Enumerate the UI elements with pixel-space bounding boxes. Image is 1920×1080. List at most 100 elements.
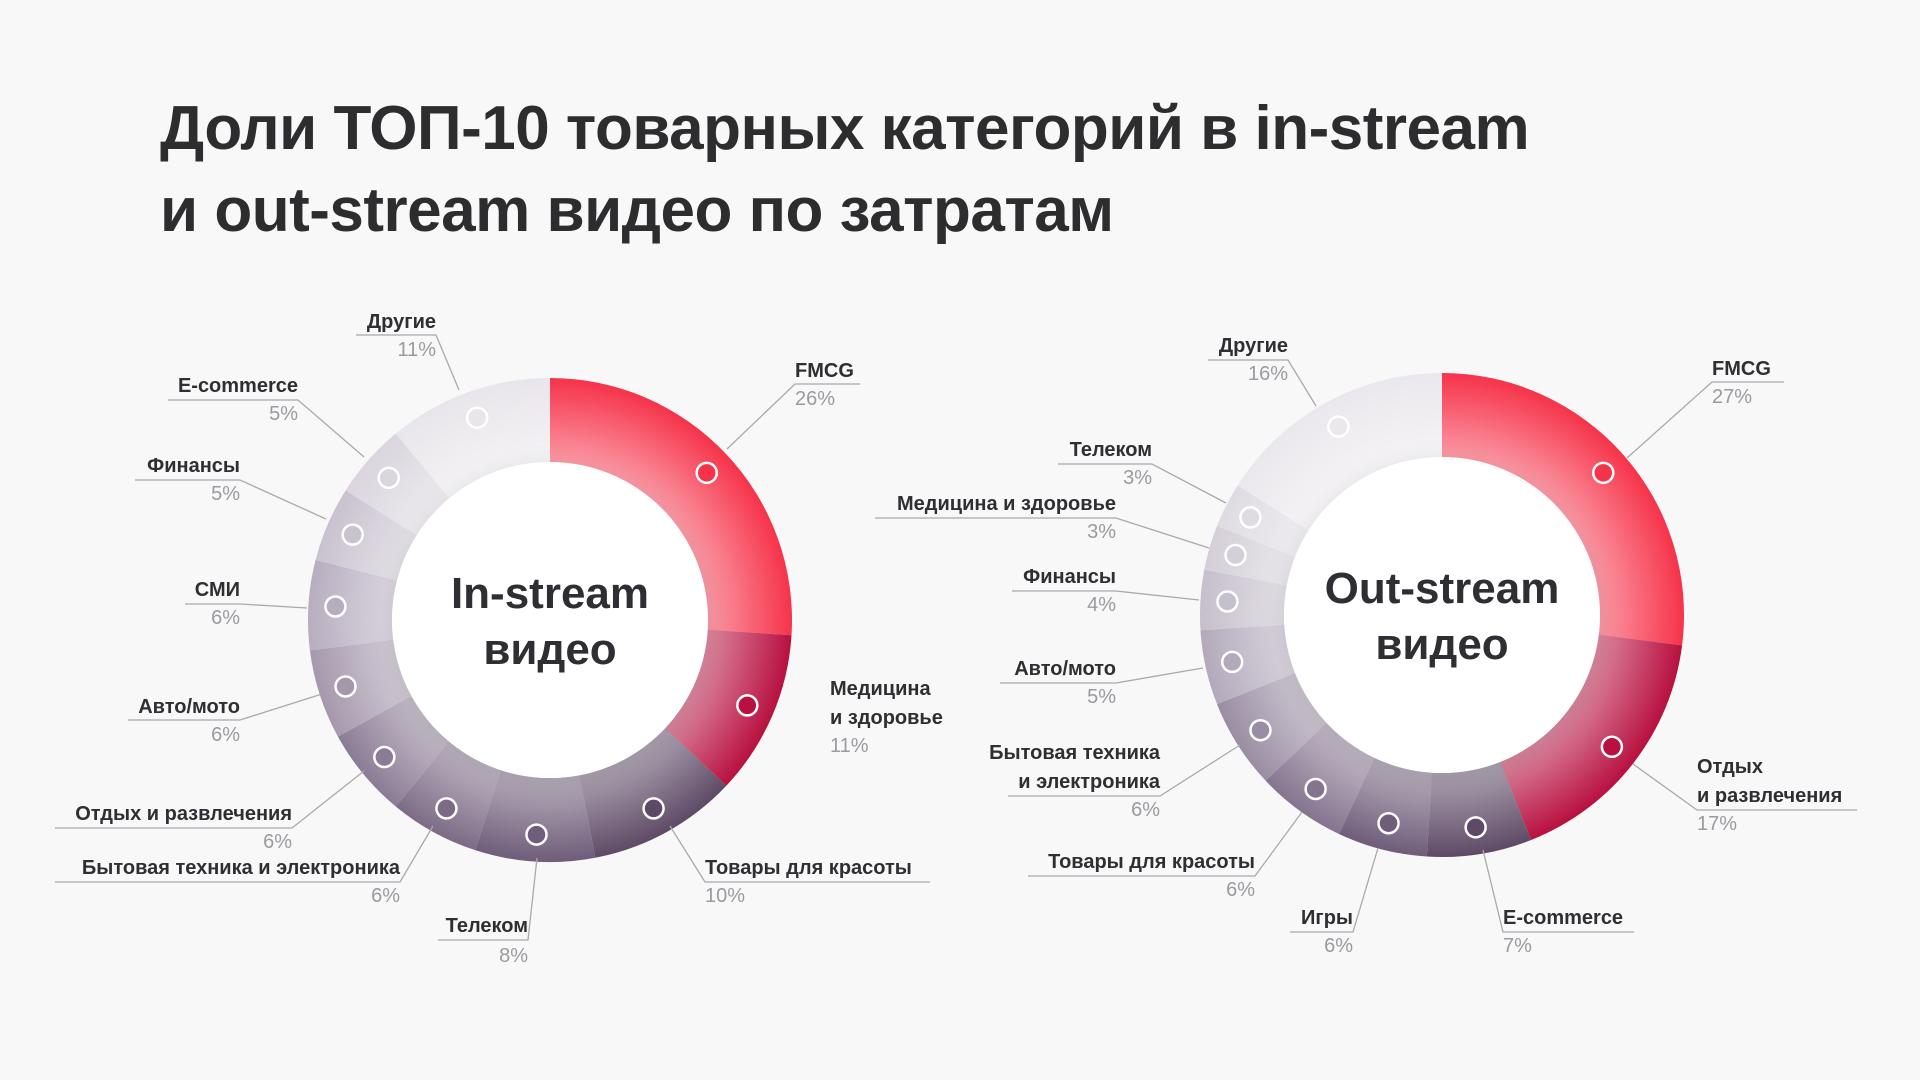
donut-slice-shade (1426, 761, 1532, 857)
slice-label: Медицина и здоровье (897, 493, 1116, 515)
slice-marker (377, 466, 400, 490)
leader-line (1482, 849, 1634, 933)
donut-slice-shade (579, 728, 727, 858)
leader-line (1626, 381, 1784, 459)
slice-marker (525, 823, 548, 846)
donut-slice-shade (315, 490, 417, 581)
slice-marker (1224, 543, 1247, 567)
slice-label: Товары для красоты (705, 857, 912, 879)
donut-center (1284, 457, 1600, 773)
donut-slice-shade (309, 639, 412, 737)
leader-line (1290, 847, 1379, 933)
leader-line (669, 825, 930, 883)
donut-slice-shade (1216, 673, 1327, 781)
donut-slice-shade (395, 741, 502, 851)
slice-marker (373, 745, 396, 769)
leader-line (1208, 359, 1317, 407)
slice-label: Финансы (147, 455, 240, 477)
slice-label: Телеком (446, 915, 528, 937)
slice-value-label: 6% (211, 607, 240, 629)
slice-value-label: 6% (1324, 935, 1353, 957)
slice-value-label: 27% (1712, 386, 1752, 408)
slice-marker (341, 523, 364, 546)
leader-line (1058, 463, 1227, 504)
slice-marker (736, 694, 759, 717)
leader-line (1012, 590, 1200, 601)
slice-label: СМИ (195, 579, 240, 601)
donut-slice-shade (1442, 373, 1685, 646)
slice-marker (1249, 718, 1272, 742)
slice-value-label: 6% (371, 885, 400, 907)
slice-marker (1600, 735, 1624, 759)
leader-line (55, 825, 434, 883)
slice-marker (1377, 811, 1400, 835)
slice-label: Финансы (1023, 566, 1116, 588)
leader-line (1000, 667, 1204, 684)
page-title-line-1: Доли ТОП-10 товарных категорий в in-stre… (160, 94, 1530, 163)
leader-line (1028, 811, 1303, 877)
slice-marker (1304, 777, 1327, 801)
slice-value-label: 3% (1087, 521, 1116, 543)
slice-label: FMCG (1712, 358, 1771, 380)
slice-marker (1327, 415, 1350, 438)
leader-line (438, 857, 538, 941)
donut-slice-shade (1338, 757, 1433, 857)
donut-chart-2: FMCG 27% Отдых и развлечения 17% E-commerce 7%… (875, 335, 1857, 957)
slice-label: Бытовая техника и электроника (82, 857, 401, 879)
slice-label: Телеком (1070, 439, 1152, 461)
leader-line (1008, 744, 1241, 797)
slice-label: Медицина и здоровье (830, 678, 943, 729)
slice-marker (1239, 506, 1262, 529)
donut-slice-shade (1216, 485, 1309, 557)
slice-label: Отдых и развлечения (75, 803, 292, 825)
slice-value-label: 5% (211, 483, 240, 505)
slice-value-label: 5% (1087, 686, 1116, 708)
slice-value-label: 11% (397, 339, 436, 361)
slice-value-label: 6% (263, 831, 292, 853)
leader-line (135, 479, 327, 520)
slice-value-label: 16% (1248, 363, 1288, 385)
slice-value-label: 4% (1087, 594, 1116, 616)
donut-slice-shade (665, 629, 792, 786)
slice-marker (1592, 461, 1615, 485)
donut-slice-shade (1200, 624, 1296, 705)
leader-line (1632, 763, 1857, 811)
slice-value-label: 8% (499, 945, 528, 967)
slice-value-label: 6% (1226, 879, 1255, 901)
leader-line (168, 399, 365, 458)
slice-marker (1220, 650, 1244, 674)
donut-slice-shade (1265, 723, 1375, 834)
slice-marker (465, 406, 489, 429)
slice-label: FMCG (795, 360, 854, 382)
donut-slice-shade (308, 559, 397, 651)
slice-marker (1464, 816, 1487, 839)
slice-marker (695, 461, 718, 485)
slice-value-label: 7% (1503, 935, 1532, 957)
donut-chart-1: FMCG 26% Медицина и здоровье 11% Товары для к… (55, 311, 943, 967)
donut-slice-shade (475, 770, 596, 862)
slice-label: Игры (1301, 907, 1353, 929)
slice-value-label: 5% (269, 403, 298, 425)
donut-slice-shade (395, 378, 550, 499)
donut-slice-shade (1237, 373, 1442, 531)
slice-marker (324, 595, 347, 618)
slice-label: E-commerce (178, 375, 298, 397)
leader-line (185, 603, 308, 609)
donut-slice-shade (1204, 525, 1296, 586)
slice-value-label: 10% (705, 885, 745, 907)
slice-value-label: 6% (1131, 799, 1160, 821)
slice-label: Товары для красоты (1048, 851, 1255, 873)
leader-line (356, 334, 460, 391)
slice-label: E-commerce (1503, 907, 1623, 929)
slice-value-label: 11% (830, 735, 869, 757)
slice-label: Отдых и развлечения (1697, 756, 1842, 807)
slice-marker (334, 675, 357, 698)
donut-slice-shade (1200, 569, 1287, 631)
donut-center (392, 462, 708, 778)
donut-slice-shade (550, 378, 792, 636)
slice-marker (642, 797, 665, 820)
slice-value-label: 3% (1123, 467, 1152, 489)
slice-label: Бытовая техника и электроника (989, 742, 1161, 793)
donut-center-label: In-stream видео (451, 569, 649, 674)
